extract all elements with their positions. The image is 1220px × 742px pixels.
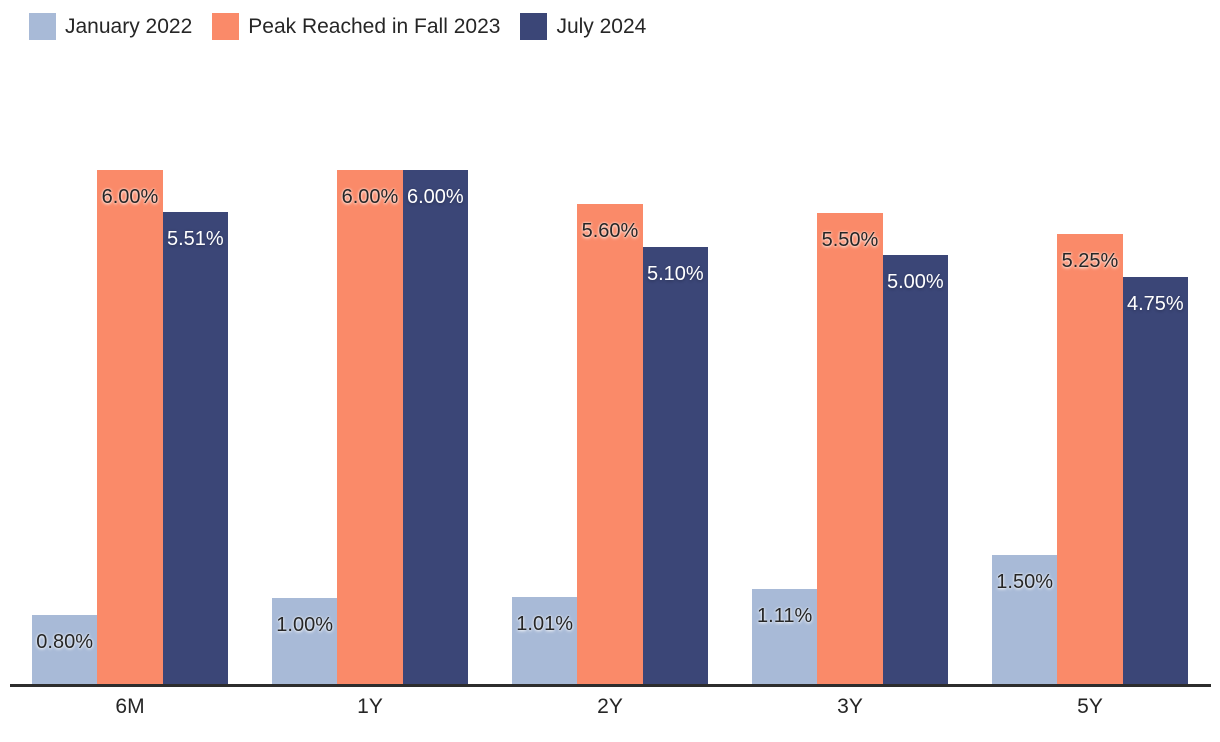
legend-label: Peak Reached in Fall 2023	[248, 15, 501, 38]
legend-item: Peak Reached in Fall 2023	[212, 13, 500, 40]
legend-item: January 2022	[29, 13, 192, 40]
x-axis-tick-label: 2Y	[597, 695, 623, 718]
legend-label: July 2024	[556, 15, 647, 38]
bar-value-label: 5.25%	[1061, 250, 1119, 272]
bar-3y-series-2: 5.00%	[882, 255, 948, 684]
bar-5y-series-2: 4.75%	[1122, 276, 1188, 684]
bar-value-label: 5.10%	[646, 262, 704, 285]
bar-2y-series-0: 1.01%	[512, 597, 578, 684]
bar-6m-series-0: 0.80%	[32, 615, 98, 684]
x-axis-tick-label: 5Y	[1077, 695, 1103, 718]
bar-2y-series-1: 5.60%	[577, 204, 643, 684]
bar-value-label: 0.80%	[36, 631, 94, 654]
bar-1y-series-2: 6.00%	[402, 169, 468, 684]
bar-3y-series-0: 1.11%	[752, 588, 818, 684]
legend-swatch-icon	[29, 13, 56, 40]
x-axis-tick-label: 6M	[115, 695, 145, 718]
x-axis-tick-label: 3Y	[837, 695, 863, 718]
legend-label: January 2022	[65, 15, 193, 38]
bar-value-label: 1.50%	[996, 571, 1054, 594]
bar-value-label: 5.51%	[166, 227, 224, 250]
bar-value-label: 6.00%	[406, 185, 464, 208]
bar-value-label: 5.50%	[821, 228, 879, 251]
legend-swatch-icon	[212, 13, 240, 40]
bar-1y-series-0: 1.00%	[272, 598, 338, 684]
legend-item: July 2024	[520, 13, 646, 40]
legend-swatch-icon	[520, 13, 548, 40]
bar-value-label: 1.11%	[757, 604, 813, 627]
bar-5y-series-1: 5.25%	[1057, 234, 1123, 684]
chart-legend: January 2022 Peak Reached in Fall 2023 Jul…	[29, 13, 646, 40]
bar-value-label: 1.00%	[276, 614, 334, 637]
bar-value-label: 5.00%	[886, 271, 944, 294]
bar-value-label: 5.60%	[581, 220, 639, 242]
bar-value-label: 6.00%	[101, 185, 159, 208]
bar-6m-series-2: 5.51%	[162, 211, 228, 684]
bar-3y-series-1: 5.50%	[817, 212, 883, 684]
bar-value-label: 6.00%	[341, 185, 399, 208]
x-axis-line	[10, 684, 1211, 687]
bar-2y-series-2: 5.10%	[642, 246, 708, 684]
x-axis-tick-label: 1Y	[357, 695, 383, 718]
bar-value-label: 1.01%	[516, 613, 574, 636]
bar-value-label: 4.75%	[1126, 292, 1184, 315]
bar-1y-series-1: 6.00%	[337, 169, 403, 684]
bar-6m-series-1: 6.00%	[97, 169, 163, 684]
bar-5y-series-0: 1.50%	[992, 555, 1058, 684]
